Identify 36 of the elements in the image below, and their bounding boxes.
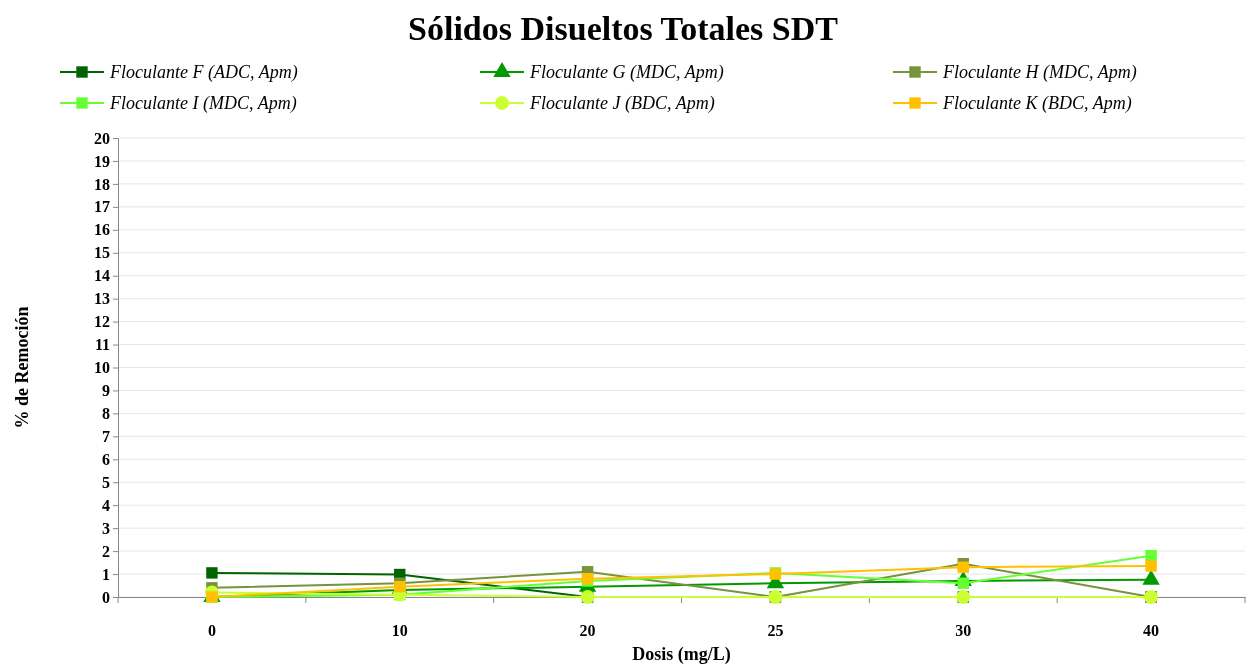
y-tick-label: 8	[102, 405, 110, 423]
y-tick-label: 11	[94, 336, 110, 354]
x-tick-label: 30	[955, 622, 972, 640]
chart-title: Sólidos Disueltos Totales SDT	[408, 10, 839, 47]
y-tick-label: 18	[94, 175, 110, 193]
y-tick-label: 15	[94, 244, 110, 262]
x-tick-label: 25	[767, 622, 784, 640]
x-tick-label: 40	[1143, 622, 1160, 640]
y-tick-label: 5	[102, 473, 110, 491]
y-tick-label: 17	[94, 198, 110, 216]
y-tick-label: 13	[94, 290, 110, 308]
y-tick-label: 14	[94, 267, 110, 285]
y-tick-label: 20	[94, 129, 110, 147]
y-tick-label: 1	[102, 565, 110, 583]
x-axis-title: Dosis (mg/L)	[632, 644, 731, 665]
y-tick-label: 6	[102, 450, 110, 468]
x-tick-label: 0	[207, 622, 216, 640]
x-tick-label: 10	[391, 622, 408, 640]
legend-label: Floculante I (MDC, Apm)	[109, 93, 297, 114]
y-tick-label: 19	[94, 152, 110, 170]
y-tick-label: 3	[102, 519, 110, 537]
y-axis-title: % de Remoción	[12, 306, 32, 429]
legend-label: Floculante G (MDC, Apm)	[529, 62, 724, 83]
legend-label: Floculante H (MDC, Apm)	[942, 62, 1137, 83]
legend-label: Floculante J (BDC, Apm)	[529, 93, 715, 114]
x-tick-label: 20	[579, 622, 596, 640]
y-tick-label: 10	[94, 359, 110, 377]
y-tick-label: 2	[102, 542, 110, 560]
y-tick-label: 16	[94, 221, 110, 239]
y-tick-label: 7	[102, 427, 110, 445]
y-tick-label: 0	[102, 588, 110, 606]
y-tick-label: 9	[102, 382, 110, 400]
y-tick-label: 12	[94, 313, 110, 331]
legend-label: Floculante F (ADC, Apm)	[109, 62, 298, 83]
y-tick-label: 4	[102, 496, 110, 514]
legend-label: Floculante K (BDC, Apm)	[942, 93, 1132, 114]
